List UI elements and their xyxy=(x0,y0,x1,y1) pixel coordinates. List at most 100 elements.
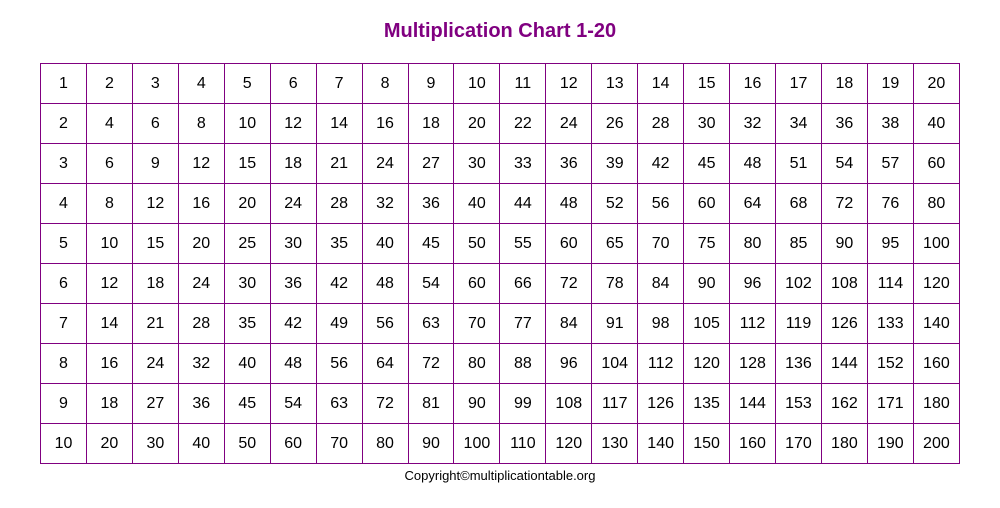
table-cell: 117 xyxy=(592,384,638,424)
table-cell: 22 xyxy=(500,104,546,144)
table-row: 1234567891011121314151617181920 xyxy=(41,64,960,104)
table-cell: 72 xyxy=(408,344,454,384)
table-cell: 28 xyxy=(316,184,362,224)
table-cell: 84 xyxy=(546,304,592,344)
table-cell: 48 xyxy=(730,144,776,184)
table-cell: 90 xyxy=(821,224,867,264)
table-cell: 105 xyxy=(684,304,730,344)
table-cell: 10 xyxy=(41,424,87,464)
table-cell: 9 xyxy=(41,384,87,424)
table-cell: 70 xyxy=(454,304,500,344)
table-cell: 12 xyxy=(270,104,316,144)
table-cell: 15 xyxy=(684,64,730,104)
table-cell: 45 xyxy=(684,144,730,184)
table-cell: 96 xyxy=(546,344,592,384)
table-cell: 85 xyxy=(776,224,822,264)
table-cell: 5 xyxy=(224,64,270,104)
table-cell: 20 xyxy=(178,224,224,264)
table-cell: 36 xyxy=(546,144,592,184)
table-body: 1234567891011121314151617181920246810121… xyxy=(41,64,960,464)
table-cell: 140 xyxy=(638,424,684,464)
table-cell: 18 xyxy=(408,104,454,144)
table-cell: 12 xyxy=(546,64,592,104)
table-cell: 112 xyxy=(730,304,776,344)
table-cell: 30 xyxy=(270,224,316,264)
table-cell: 100 xyxy=(913,224,959,264)
table-cell: 54 xyxy=(270,384,316,424)
table-cell: 32 xyxy=(178,344,224,384)
table-row: 7142128354249566370778491981051121191261… xyxy=(41,304,960,344)
table-cell: 4 xyxy=(41,184,87,224)
table-cell: 160 xyxy=(730,424,776,464)
table-cell: 35 xyxy=(224,304,270,344)
table-cell: 60 xyxy=(546,224,592,264)
table-cell: 64 xyxy=(730,184,776,224)
table-cell: 63 xyxy=(316,384,362,424)
table-cell: 9 xyxy=(408,64,454,104)
table-cell: 119 xyxy=(776,304,822,344)
table-cell: 2 xyxy=(86,64,132,104)
table-cell: 6 xyxy=(86,144,132,184)
table-cell: 170 xyxy=(776,424,822,464)
table-cell: 136 xyxy=(776,344,822,384)
table-cell: 36 xyxy=(270,264,316,304)
table-cell: 60 xyxy=(913,144,959,184)
table-cell: 91 xyxy=(592,304,638,344)
table-cell: 8 xyxy=(178,104,224,144)
table-cell: 60 xyxy=(454,264,500,304)
table-cell: 11 xyxy=(500,64,546,104)
table-cell: 54 xyxy=(408,264,454,304)
table-cell: 16 xyxy=(730,64,776,104)
table-cell: 90 xyxy=(684,264,730,304)
table-cell: 6 xyxy=(41,264,87,304)
table-cell: 126 xyxy=(821,304,867,344)
table-cell: 36 xyxy=(178,384,224,424)
table-cell: 180 xyxy=(821,424,867,464)
table-cell: 104 xyxy=(592,344,638,384)
table-cell: 40 xyxy=(224,344,270,384)
table-cell: 66 xyxy=(500,264,546,304)
table-cell: 84 xyxy=(638,264,684,304)
table-cell: 114 xyxy=(867,264,913,304)
table-cell: 24 xyxy=(178,264,224,304)
table-cell: 30 xyxy=(132,424,178,464)
table-cell: 8 xyxy=(86,184,132,224)
table-cell: 7 xyxy=(41,304,87,344)
table-cell: 16 xyxy=(86,344,132,384)
table-cell: 56 xyxy=(638,184,684,224)
table-cell: 56 xyxy=(362,304,408,344)
table-cell: 20 xyxy=(454,104,500,144)
table-cell: 8 xyxy=(41,344,87,384)
table-cell: 24 xyxy=(362,144,408,184)
table-cell: 126 xyxy=(638,384,684,424)
table-cell: 4 xyxy=(86,104,132,144)
table-cell: 14 xyxy=(86,304,132,344)
table-cell: 28 xyxy=(178,304,224,344)
copyright-text: Copyright©multiplicationtable.org xyxy=(40,468,960,483)
table-cell: 160 xyxy=(913,344,959,384)
table-cell: 20 xyxy=(224,184,270,224)
table-cell: 54 xyxy=(821,144,867,184)
table-cell: 42 xyxy=(270,304,316,344)
table-row: 246810121416182022242628303234363840 xyxy=(41,104,960,144)
table-cell: 130 xyxy=(592,424,638,464)
table-cell: 180 xyxy=(913,384,959,424)
table-cell: 25 xyxy=(224,224,270,264)
table-cell: 24 xyxy=(270,184,316,224)
table-cell: 32 xyxy=(730,104,776,144)
table-cell: 17 xyxy=(776,64,822,104)
table-cell: 27 xyxy=(408,144,454,184)
table-cell: 52 xyxy=(592,184,638,224)
table-cell: 36 xyxy=(821,104,867,144)
table-cell: 102 xyxy=(776,264,822,304)
table-cell: 9 xyxy=(132,144,178,184)
table-cell: 64 xyxy=(362,344,408,384)
table-cell: 48 xyxy=(546,184,592,224)
table-cell: 56 xyxy=(316,344,362,384)
table-cell: 4 xyxy=(178,64,224,104)
table-cell: 72 xyxy=(821,184,867,224)
table-cell: 75 xyxy=(684,224,730,264)
table-cell: 45 xyxy=(408,224,454,264)
table-cell: 80 xyxy=(730,224,776,264)
table-row: 48121620242832364044485256606468727680 xyxy=(41,184,960,224)
